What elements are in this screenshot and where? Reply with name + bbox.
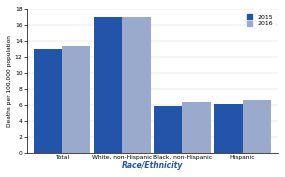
Bar bbox=[122, 17, 150, 153]
Y-axis label: Deaths per 100,000 population: Deaths per 100,000 population bbox=[7, 35, 12, 127]
X-axis label: Race/Ethnicity: Race/Ethnicity bbox=[122, 161, 183, 170]
Bar bbox=[243, 99, 271, 153]
Bar bbox=[214, 104, 243, 153]
Bar bbox=[94, 17, 122, 153]
Bar bbox=[182, 102, 211, 153]
Bar bbox=[154, 106, 182, 153]
Bar bbox=[62, 46, 90, 153]
Legend: 2015, 2016: 2015, 2016 bbox=[246, 12, 275, 28]
Bar bbox=[34, 49, 62, 153]
